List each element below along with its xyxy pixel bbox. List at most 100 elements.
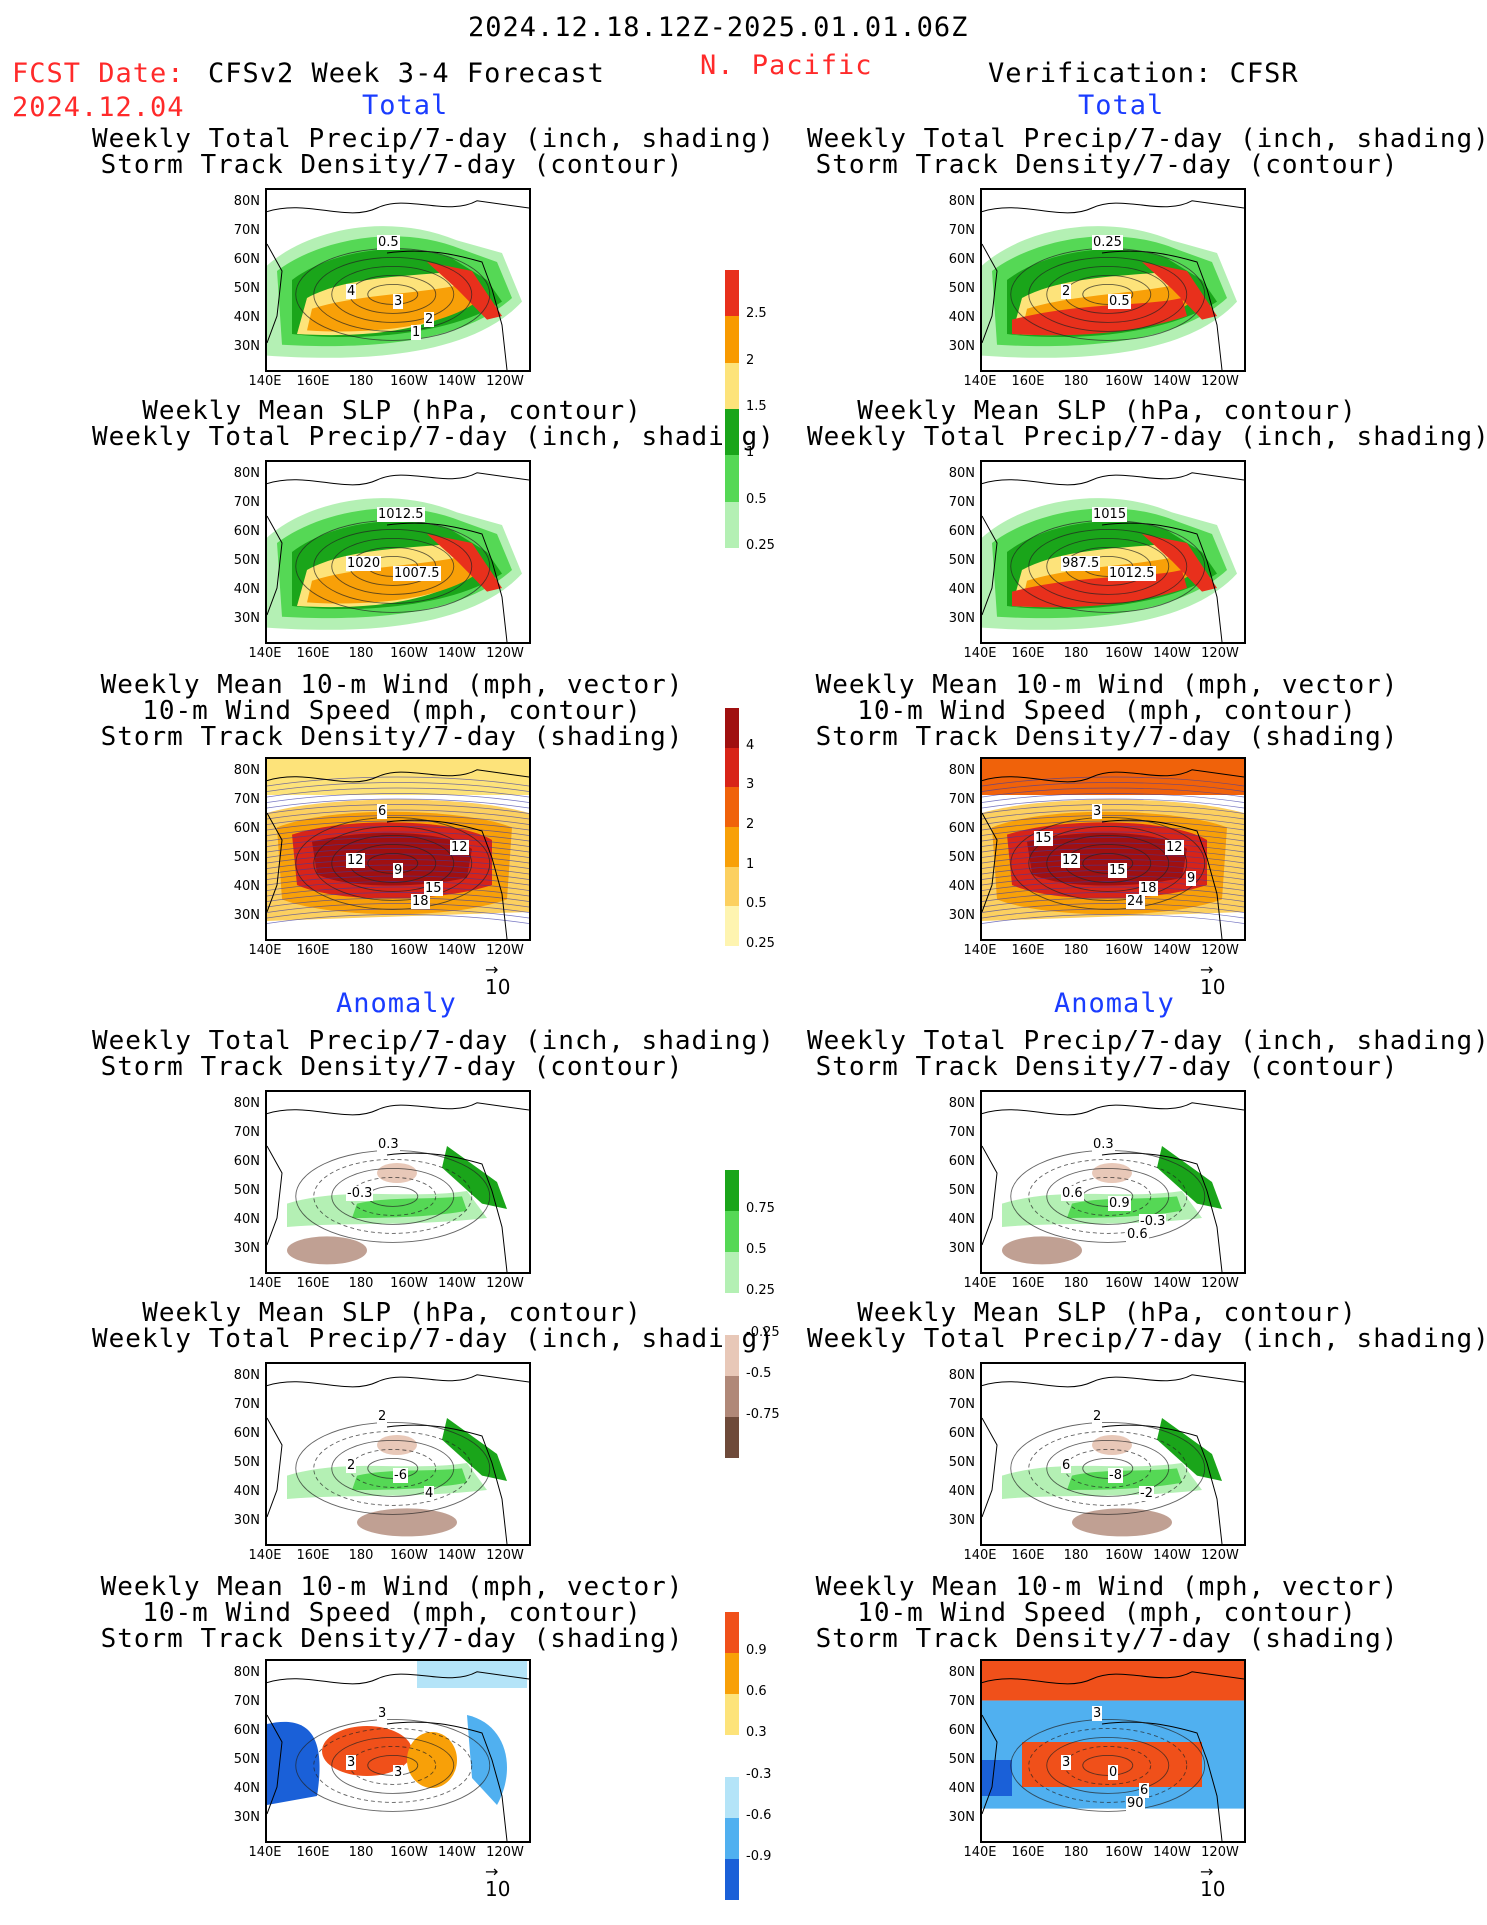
lat-tick: 30N [233,1513,260,1528]
lon-tick: 160W [390,1845,428,1860]
lat-tick: 60N [948,252,975,267]
vf-total-wind-contour-label: 15 [1108,863,1127,878]
fc-total-precip-contour-label: 3 [393,294,404,309]
vf-total-wind-contour-label: 9 [1186,871,1197,886]
lon-tick: 180 [348,646,374,661]
lat-tick: 40N [948,1484,975,1499]
anom-storm-bar-segment [725,1653,739,1695]
lon-tick: 160E [296,943,330,958]
vf-total-wind-contour-label: 12 [1061,853,1080,868]
lat-tick: 30N [233,339,260,354]
lat-tick: 50N [233,850,260,865]
vf-anom-precip-title-line: Storm Track Density/7-day (contour) [815,1052,1399,1082]
fc-anom-wind-title-line: Weekly Mean 10-m Wind (mph, vector) [100,1572,684,1602]
anom-storm-bar-segment [725,1817,739,1859]
lon-tick: 160E [296,1276,330,1291]
anom-storm-bar-label: -0.3 [746,1766,772,1782]
fc-anom-precip-title-line: Weekly Total Precip/7-day (inch, shading… [92,1026,775,1056]
lon-tick: 180 [348,1276,374,1291]
lon-tick: 140W [438,1845,476,1860]
lat-tick: 40N [948,582,975,597]
fc-total-precip-contour-label: 1 [411,325,422,340]
precip-bar [725,270,739,548]
lon-tick: 120W [486,943,524,958]
precip-bar-segment [725,316,739,363]
anomaly-label-left: Anomaly [336,988,457,1019]
lat-tick: 40N [948,1212,975,1227]
lat-tick: 60N [233,1426,260,1441]
lon-tick: 140W [438,646,476,661]
lat-tick: 30N [233,1241,260,1256]
fc-anom-slp-contour-label: -6 [393,1468,408,1483]
vector-reference: → 10 [1200,1862,1226,1902]
lon-tick: 120W [1201,646,1239,661]
vf-anom-precip-title-line: Weekly Total Precip/7-day (inch, shading… [807,1026,1487,1056]
lat-tick: 60N [948,821,975,836]
fc-anom-slp-contour-label: 2 [346,1458,357,1473]
anom-storm-bar [725,1612,739,1900]
lat-tick: 80N [233,194,260,209]
lat-tick: 50N [948,850,975,865]
lat-tick: 40N [948,879,975,894]
lat-tick: 50N [233,1455,260,1470]
lon-tick: 140W [438,1276,476,1291]
precip-bar-label: 1.5 [746,399,767,414]
lon-tick: 140W [1153,943,1191,958]
lat-tick: 30N [948,1241,975,1256]
lon-tick: 120W [1201,374,1239,389]
date-range: 2024.12.18.12Z-2025.01.01.06Z [468,12,969,43]
vf-anom-wind-title-line: 10-m Wind Speed (mph, contour) [857,1598,1357,1628]
lon-tick: 140E [248,646,282,661]
lat-tick: 60N [233,252,260,267]
vf-total-wind-contour-label: 3 [1092,804,1103,819]
vf-anom-slp-map: 2 6 -8 -2 [980,1362,1246,1546]
vf-anom-precip-contour-label: 0.6 [1126,1227,1149,1242]
anom-precip-bar-segment [725,1252,739,1294]
lon-tick: 140E [963,1845,997,1860]
vf-anom-wind-contour-label: 0 [1108,1765,1119,1780]
lat-tick: 70N [233,1397,260,1412]
vf-total-precip-map: 0.25 2 0.5 [980,188,1246,372]
lon-tick: 120W [486,374,524,389]
fc-total-wind-title-line: 10-m Wind Speed (mph, contour) [142,696,642,726]
fc-total-slp-title-line: Weekly Total Precip/7-day (inch, shading… [92,422,775,452]
fc-total-wind-contour-label: 18 [411,894,430,909]
lon-tick: 160W [1105,1845,1143,1860]
total-label-right: Total [1078,90,1165,121]
lon-tick: 180 [348,1845,374,1860]
fc-anom-precip-contour-label: -0.3 [346,1186,374,1201]
anom-storm-bar-segment [725,1858,739,1900]
lon-tick: 140E [248,1276,282,1291]
lon-tick: 180 [1063,1845,1089,1860]
vf-total-slp-map-svg [982,462,1244,642]
storm-bar-label: 2 [746,817,755,832]
storm-bar [725,708,739,946]
lon-tick: 140E [248,374,282,389]
precip-bar-label: 0.25 [746,538,775,553]
fc-total-precip-map: 0.5 4 3 2 1 [265,188,531,372]
lon-tick: 120W [1201,1845,1239,1860]
lon-tick: 160E [1011,1548,1045,1563]
fc-total-wind-contour-label: 15 [424,881,443,896]
fc-total-slp-map-svg [267,462,529,642]
lon-tick: 180 [348,374,374,389]
vf-total-precip-contour-label: 0.5 [1108,294,1131,309]
lat-tick: 40N [948,1781,975,1796]
vf-anom-wind-contour-label: 6 [1139,1783,1150,1798]
vf-anom-slp-title-line: Weekly Mean SLP (hPa, contour) [857,1298,1357,1328]
lat-tick: 60N [948,1154,975,1169]
vf-total-precip-title-line: Weekly Total Precip/7-day (inch, shading… [807,124,1487,154]
lat-tick: 80N [233,1368,260,1383]
lat-tick: 50N [948,1752,975,1767]
lon-tick: 160W [390,646,428,661]
anom-precip-bar-label: 0.25 [746,1283,775,1299]
lon-tick: 120W [1201,1548,1239,1563]
storm-bar-segment [725,787,739,827]
anom-precip-bar-segment [725,1416,739,1458]
lat-tick: 70N [948,223,975,238]
lat-tick: 70N [948,1694,975,1709]
anom-precip-bar-label: -0.5 [746,1365,772,1381]
lat-tick: 50N [948,553,975,568]
vf-total-wind-contour-label: 24 [1126,894,1145,909]
fc-total-wind-contour-label: 6 [377,804,388,819]
